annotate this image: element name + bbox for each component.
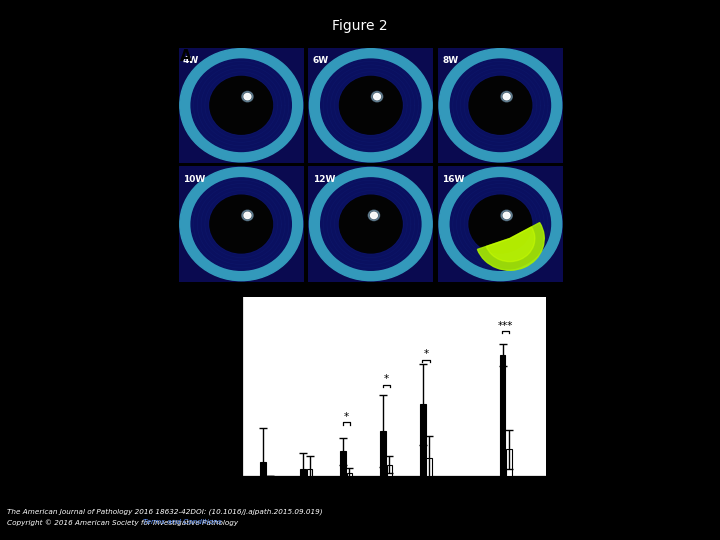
Text: 4W: 4W [183, 56, 199, 65]
Text: Figure 2: Figure 2 [332, 19, 388, 33]
Circle shape [180, 167, 302, 281]
Text: 12W: 12W [312, 175, 335, 184]
X-axis label: Time(weeks): Time(weeks) [356, 498, 432, 511]
Circle shape [372, 91, 383, 102]
Circle shape [340, 195, 402, 253]
Circle shape [501, 210, 513, 221]
Text: *: * [384, 374, 389, 384]
Circle shape [310, 49, 432, 162]
Bar [300, 469, 306, 476]
Bar [420, 404, 426, 476]
Circle shape [244, 93, 251, 100]
Circle shape [191, 178, 292, 271]
Text: *: * [343, 412, 348, 422]
Text: Terms and Conditions: Terms and Conditions [143, 519, 222, 525]
Bar [506, 449, 512, 476]
Circle shape [469, 76, 531, 134]
Circle shape [320, 59, 421, 152]
Y-axis label: Fluorescein Score: Fluorescein Score [207, 340, 217, 433]
Bar [341, 451, 346, 476]
Bar [387, 464, 392, 476]
Bar [380, 431, 386, 476]
Circle shape [210, 76, 273, 134]
Text: 6W: 6W [312, 56, 328, 65]
Text: B: B [180, 289, 192, 304]
Circle shape [374, 93, 380, 100]
Bar [346, 472, 352, 476]
Bar [307, 469, 312, 476]
Text: Copyright © 2016 American Society for Investigative Pathology: Copyright © 2016 American Society for In… [7, 519, 240, 526]
Circle shape [503, 93, 510, 100]
Circle shape [369, 210, 379, 221]
Circle shape [469, 195, 531, 253]
Text: A: A [180, 49, 192, 64]
Wedge shape [486, 227, 535, 261]
Circle shape [244, 212, 251, 219]
Circle shape [191, 59, 292, 152]
Text: The American Journal of Pathology 2016 18632-42DOI: (10.1016/j.ajpath.2015.09.01: The American Journal of Pathology 2016 1… [7, 509, 323, 515]
Circle shape [180, 49, 302, 162]
Circle shape [242, 91, 253, 102]
Circle shape [340, 76, 402, 134]
Text: 10W: 10W [183, 175, 205, 184]
Circle shape [439, 49, 562, 162]
Circle shape [320, 178, 421, 271]
Circle shape [450, 178, 551, 271]
Circle shape [371, 212, 377, 219]
Circle shape [210, 195, 273, 253]
Circle shape [503, 212, 510, 219]
Text: *: * [423, 349, 428, 359]
Text: 8W: 8W [442, 56, 458, 65]
Bar [261, 462, 266, 476]
Circle shape [450, 59, 551, 152]
Bar [500, 355, 505, 476]
Circle shape [501, 91, 513, 102]
Text: 16W: 16W [442, 175, 464, 184]
Circle shape [439, 167, 562, 281]
Wedge shape [477, 222, 544, 271]
Text: ***: *** [498, 321, 513, 330]
Bar [426, 458, 432, 476]
Circle shape [310, 167, 432, 281]
Circle shape [242, 210, 253, 221]
